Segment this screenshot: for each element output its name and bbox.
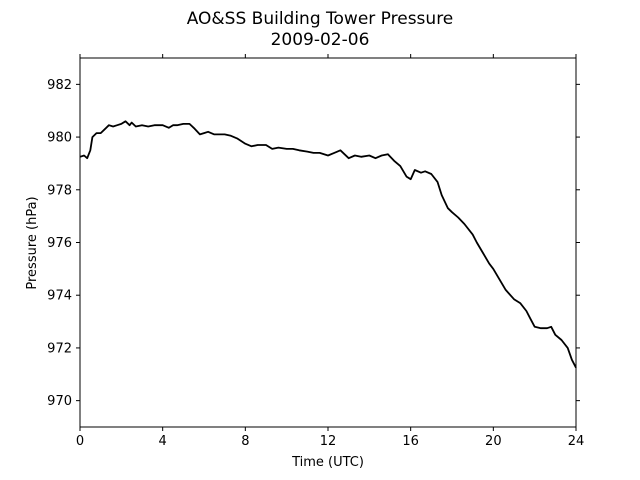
axis-tick-labels: 0 4 8 12 16 20 24 970 972 974 976 978 980 982 xyxy=(47,78,584,449)
axis-ticks xyxy=(76,54,580,431)
x-tick-label: 12 xyxy=(320,434,337,449)
x-tick-label: 20 xyxy=(485,434,502,449)
y-axis-label: Pressure (hPa) xyxy=(25,196,40,289)
plot-frame xyxy=(79,57,577,428)
x-axis-label: Time (UTC) xyxy=(291,455,364,470)
chart-subtitle: 2009-02-06 xyxy=(271,30,370,50)
x-tick-label: 8 xyxy=(241,434,249,449)
pressure-series-line xyxy=(79,120,577,369)
y-tick-label: 972 xyxy=(47,341,72,356)
x-tick-label: 24 xyxy=(568,434,585,449)
y-tick-label: 978 xyxy=(47,183,72,198)
y-tick-label: 974 xyxy=(47,289,72,304)
x-tick-label: 4 xyxy=(159,434,167,449)
x-tick-label: 16 xyxy=(402,434,419,449)
y-tick-label: 970 xyxy=(47,394,72,409)
x-tick-label: 0 xyxy=(76,434,84,449)
y-tick-label: 982 xyxy=(47,78,72,93)
chart-title: AO&SS Building Tower Pressure xyxy=(187,9,454,29)
y-tick-label: 980 xyxy=(47,131,72,146)
y-tick-label: 976 xyxy=(47,236,72,251)
